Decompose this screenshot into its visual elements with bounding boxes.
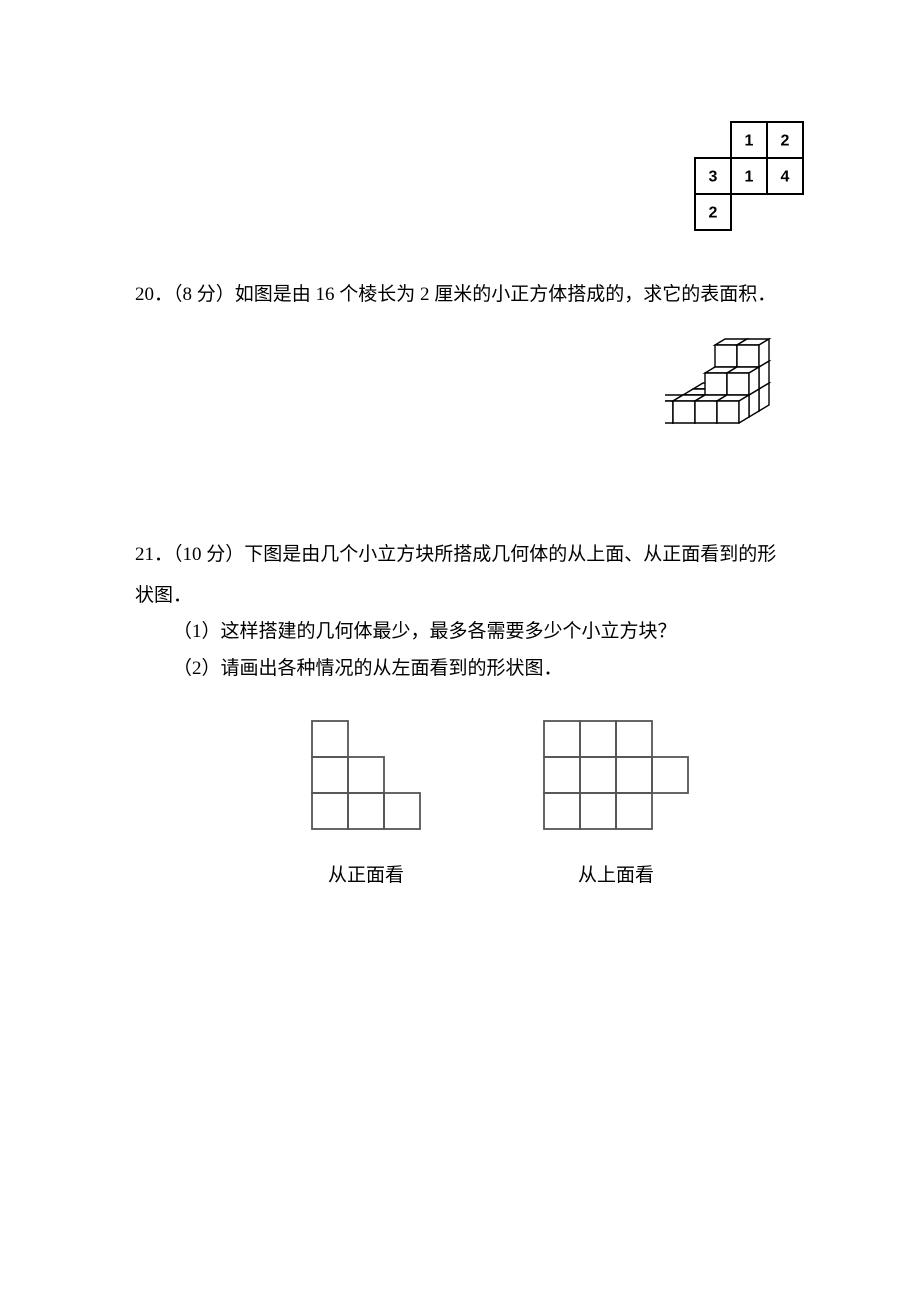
cubes-svg (665, 305, 805, 435)
q19-heights-figure: 1 2 3 1 4 2 (693, 120, 813, 240)
q21-block: 21．（10 分）下图是由几个小立方块所搭成几何体的从上面、从正面看到的形 (135, 540, 785, 570)
q21-sub1: （1）这样搭建的几何体最少，最多各需要多少个小立方块？ (135, 617, 785, 647)
svg-text:2: 2 (781, 133, 790, 150)
svg-text:4: 4 (781, 169, 790, 186)
front-view-svg (310, 719, 422, 831)
top-view-block: 从上面看 (542, 719, 690, 891)
q20-number: 20． (135, 284, 173, 305)
front-view-block: 从正面看 (310, 719, 422, 891)
q21-sub2: （2）请画出各种情况的从左面看到的形状图． (135, 654, 785, 684)
svg-text:2: 2 (709, 205, 718, 222)
heights-grid-svg: 1 2 3 1 4 2 (693, 120, 813, 240)
q21-text-line1: 下图是由几个小立方块所搭成几何体的从上面、从正面看到的形 (244, 544, 776, 565)
top-view-svg (542, 719, 690, 831)
q21-text-line2: 状图． (135, 581, 785, 611)
views-row: 从正面看 从上面看 (215, 719, 785, 891)
q20-points: （8 分） (173, 284, 235, 305)
front-view-label: 从正面看 (328, 861, 404, 891)
q21-points: （10 分） (173, 544, 244, 565)
q20-cubes-figure (665, 305, 805, 445)
q21-number: 21． (135, 544, 173, 565)
svg-text:1: 1 (745, 133, 754, 150)
top-view-label: 从上面看 (578, 861, 654, 891)
q20-text: 如图是由 16 个棱长为 2 厘米的小正方体搭成的，求它的表面积． (235, 284, 777, 305)
svg-text:1: 1 (745, 169, 754, 186)
svg-text:3: 3 (709, 169, 718, 186)
